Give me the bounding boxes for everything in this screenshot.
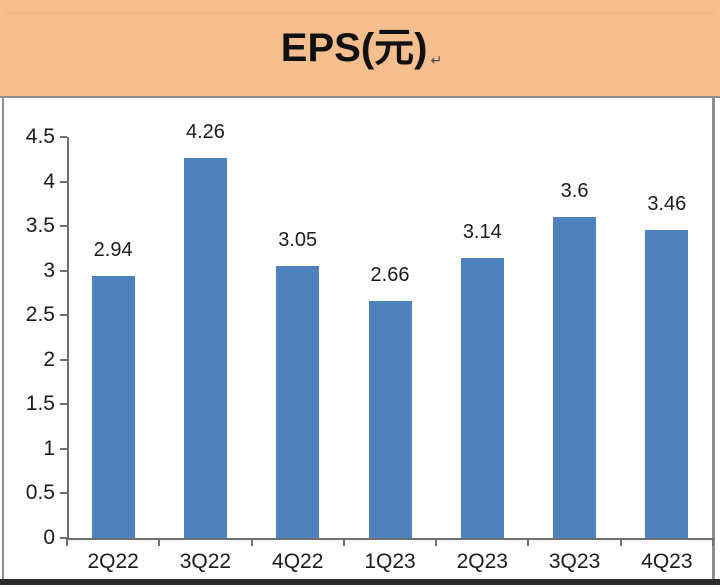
y-tick-label: 0.5 <box>25 481 55 505</box>
y-tick-mark <box>60 225 67 228</box>
y-tick-mark <box>60 136 67 138</box>
bar <box>276 266 320 538</box>
bar-value-label: 2.66 <box>370 263 410 286</box>
y-tick-label: 2.5 <box>25 303 55 327</box>
x-tick-mark <box>435 538 438 546</box>
x-tick-mark <box>527 538 530 546</box>
x-tick-mark <box>342 538 345 546</box>
bar-value-label: 2.94 <box>93 239 133 261</box>
y-tick-mark <box>60 447 67 450</box>
y-tick-mark <box>60 314 67 317</box>
bar <box>460 258 504 538</box>
bar-value-label: 3.14 <box>462 221 502 244</box>
x-tick-label: 3Q23 <box>548 550 601 573</box>
chart-border-right <box>712 96 715 579</box>
x-tick-mark <box>158 538 161 546</box>
y-tick-label: 3 <box>43 258 55 282</box>
chart-title: EPS(元) <box>280 26 428 70</box>
x-axis-line <box>67 538 714 540</box>
y-tick-label: 4.5 <box>25 125 55 148</box>
bar <box>645 229 689 538</box>
y-tick-mark <box>60 358 67 361</box>
bar-value-label: 3.05 <box>278 229 318 252</box>
y-tick-label: 1.5 <box>25 392 55 416</box>
x-tick-mark <box>66 538 68 546</box>
bar-value-label: 4.26 <box>185 121 225 144</box>
y-axis-line <box>67 137 69 540</box>
y-tick-label: 2 <box>43 347 55 371</box>
bar <box>368 300 412 538</box>
chart-border-bottom <box>0 579 720 585</box>
x-tick-label: 4Q23 <box>641 550 693 573</box>
x-tick-mark <box>619 538 622 546</box>
x-tick-label: 4Q22 <box>272 550 324 573</box>
chart-title-banner: EPS(元) ↵ <box>0 0 720 96</box>
return-mark-icon: ↵ <box>430 51 443 68</box>
y-tick-mark <box>60 492 67 495</box>
x-tick-label: 2Q23 <box>456 550 508 573</box>
y-tick-mark <box>60 537 67 539</box>
y-tick-mark <box>60 403 67 406</box>
bar <box>91 276 135 538</box>
y-tick-mark <box>60 180 67 183</box>
y-tick-label: 0 <box>43 526 55 549</box>
x-tick-label: 3Q22 <box>179 550 232 573</box>
y-tick-mark <box>60 269 67 272</box>
x-tick-label: 2Q22 <box>87 550 139 573</box>
bar-value-label: 3.46 <box>647 192 687 215</box>
x-tick-mark <box>250 538 253 546</box>
y-tick-label: 1 <box>43 436 55 460</box>
bar-value-label: 3.6 <box>560 180 589 203</box>
chart-border-top <box>0 96 720 98</box>
y-tick-label: 4 <box>43 169 55 193</box>
bar <box>183 158 227 538</box>
x-tick-label: 1Q23 <box>364 550 416 573</box>
bar <box>553 217 597 538</box>
header-gridline <box>6 13 714 14</box>
chart-border-left <box>2 96 4 579</box>
x-tick-mark <box>712 538 714 546</box>
y-tick-label: 3.5 <box>25 214 55 238</box>
